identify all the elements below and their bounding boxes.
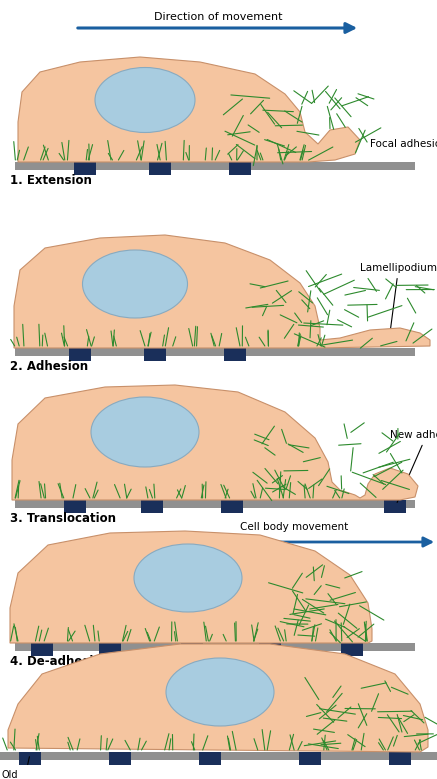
Bar [141,500,163,513]
Bar [31,643,53,656]
Bar [99,643,121,656]
Text: New adhesion: New adhesion [390,430,437,502]
Bar [299,752,321,765]
Bar [15,643,415,651]
Text: Lamellipodium: Lamellipodium [360,263,437,330]
Polygon shape [12,385,418,500]
Bar [221,500,243,513]
Bar [69,348,91,361]
Bar [149,162,171,175]
Text: 2. Adhesion: 2. Adhesion [10,360,88,373]
Text: Contraction: Contraction [65,573,126,583]
Ellipse shape [91,397,199,467]
Text: Focal adhesion: Focal adhesion [370,139,437,149]
Ellipse shape [95,68,195,132]
Text: 1. Extension: 1. Extension [10,174,92,187]
Bar [15,162,415,170]
Bar [15,500,415,508]
Bar [389,752,411,765]
Ellipse shape [134,544,242,612]
Polygon shape [14,235,430,348]
Ellipse shape [83,250,187,318]
Polygon shape [10,531,372,643]
Bar [109,752,131,765]
Text: 3. Translocation: 3. Translocation [10,512,116,525]
Bar [341,643,363,656]
Bar [15,348,415,356]
Text: Cell body movement: Cell body movement [240,522,348,532]
Bar [199,752,221,765]
Polygon shape [18,57,360,162]
Bar [74,162,96,175]
Text: Old
adhesion: Old adhesion [2,756,46,779]
Ellipse shape [166,658,274,726]
Bar [144,348,166,361]
Bar [64,500,86,513]
Bar [19,752,41,765]
Text: 4. De-adhesion: 4. De-adhesion [10,655,110,668]
Text: Direction of movement: Direction of movement [154,12,282,22]
Bar [0,752,437,760]
Polygon shape [8,644,428,752]
Bar [229,162,251,175]
Bar [224,348,246,361]
Bar [181,643,203,656]
Bar [259,643,281,656]
Bar [384,500,406,513]
